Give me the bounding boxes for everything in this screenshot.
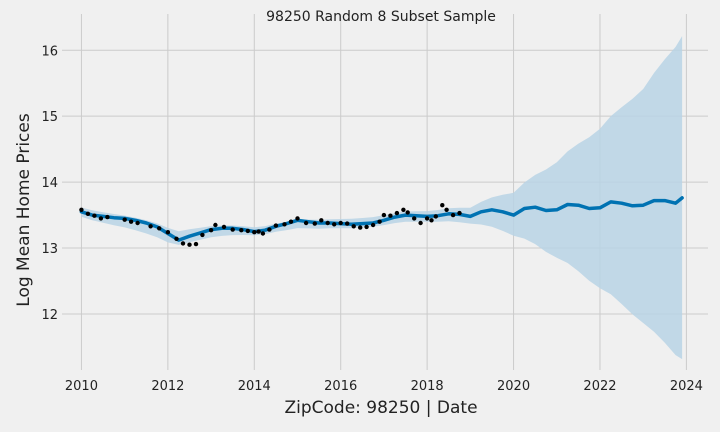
observed-point (332, 222, 337, 227)
uncertainty-band (81, 36, 683, 360)
observed-point (180, 241, 186, 246)
y-tick-labels: 12 13 14 15 16 (41, 44, 58, 323)
observed-point (105, 214, 110, 220)
observed-point (325, 220, 330, 226)
observed-point (221, 224, 227, 230)
observed-point (418, 220, 423, 226)
observed-point (424, 216, 430, 221)
observed-point (457, 210, 462, 216)
observed-point (444, 207, 449, 212)
observed-point (295, 216, 300, 221)
y-tick-label: 13 (41, 242, 58, 257)
forecast-line-group (79, 196, 684, 242)
observed-point (208, 228, 214, 233)
observed-point (128, 219, 134, 224)
observed-point (230, 227, 235, 232)
observed-point (267, 227, 272, 232)
observed-point (157, 226, 162, 231)
x-tick-labels: 2010 2012 2014 2016 2018 2020 2022 2024 (65, 379, 703, 394)
observed-point (288, 219, 294, 224)
observed-point (401, 207, 406, 212)
observed-points-group (79, 203, 462, 247)
observed-point (282, 222, 287, 227)
observed-point (429, 218, 434, 223)
observed-point (122, 217, 127, 222)
observed-point (245, 228, 250, 234)
observed-point (433, 214, 438, 219)
observed-point (256, 229, 261, 234)
observed-point (370, 222, 376, 228)
observed-point (260, 231, 266, 236)
x-tick-label: 2020 (497, 379, 530, 394)
observed-point (79, 207, 84, 212)
observed-point (187, 242, 192, 247)
y-tick-label: 16 (41, 44, 58, 59)
x-axis-title: ZipCode: 98250 | Date (284, 398, 477, 418)
forecast-line (79, 196, 684, 242)
x-tick-label: 2022 (583, 379, 616, 394)
observed-point (412, 216, 417, 221)
observed-point (388, 213, 393, 218)
observed-point (351, 224, 356, 229)
observed-point (303, 220, 309, 226)
observed-point (345, 221, 350, 226)
chart-title: 98250 Random 8 Subset Sample (266, 9, 496, 25)
observed-point (319, 218, 324, 223)
observed-point (381, 212, 387, 218)
observed-point (377, 219, 382, 224)
observed-point (450, 212, 456, 218)
y-tick-label: 12 (41, 308, 58, 323)
observed-point (273, 223, 279, 228)
observed-point (239, 228, 244, 233)
observed-point (394, 210, 400, 216)
observed-point (440, 203, 445, 208)
observed-point (405, 210, 410, 215)
y-tick-label: 14 (41, 176, 58, 191)
observed-point (338, 220, 343, 226)
x-tick-label: 2012 (151, 379, 184, 394)
observed-point (312, 221, 317, 226)
observed-point (165, 230, 171, 235)
y-axis-title: Log Mean Home Prices (14, 113, 34, 307)
y-tick-label: 15 (41, 110, 58, 125)
x-tick-label: 2014 (238, 379, 271, 394)
observed-point (174, 236, 179, 241)
uncertainty-band-group (81, 36, 683, 360)
observed-point (252, 230, 257, 235)
x-tick-label: 2010 (65, 379, 98, 394)
observed-point (92, 213, 97, 218)
observed-point (135, 220, 140, 226)
observed-point (200, 232, 205, 238)
observed-point (148, 224, 153, 229)
x-tick-label: 2024 (670, 379, 703, 394)
observed-point (98, 216, 104, 221)
observed-point (358, 225, 363, 230)
x-tick-label: 2018 (411, 379, 444, 394)
observed-point (85, 211, 91, 216)
observed-point (193, 241, 199, 247)
x-tick-label: 2016 (324, 379, 357, 394)
observed-point (213, 222, 218, 228)
observed-point (364, 224, 369, 230)
